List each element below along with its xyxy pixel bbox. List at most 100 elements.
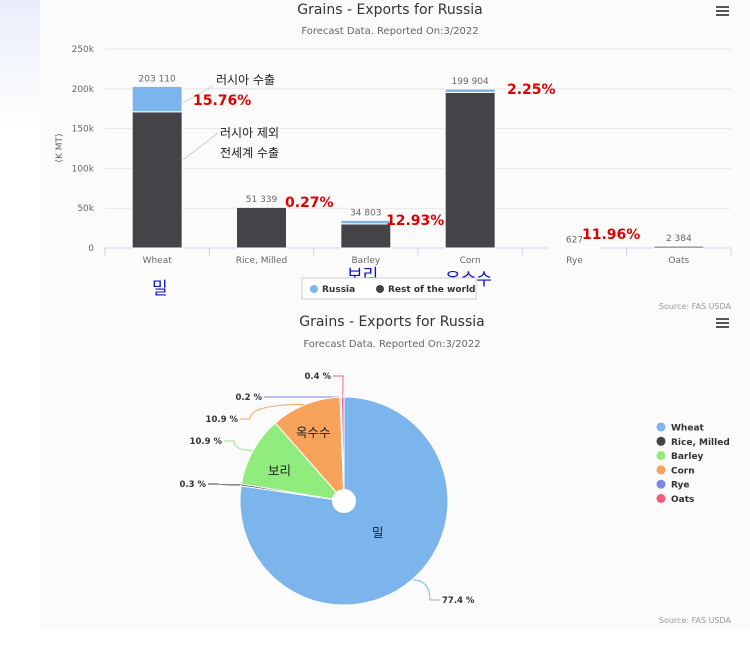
pie-legend-item-0[interactable]: Wheat [656,422,705,434]
annotation-line-russia [182,85,214,104]
legend-label-rest: Rest of the world [388,285,475,295]
bar-x-label: Rice, Milled [236,256,287,266]
pie-slice-2[interactable] [240,422,346,502]
pie-inner-corn: 옥수수 [296,425,331,440]
pie-menu-icon[interactable] [716,318,729,328]
pie-label-0: 77.4 % [442,596,475,606]
pie-legend-label: Rice, Milled [671,438,730,448]
bar-chart-subtitle: Forecast Data. Reported On:3/2022 [301,26,478,37]
pie-legend-label: Rye [671,481,690,491]
pie-connector-5 [333,375,344,398]
bar-total-label: 627 [566,236,583,246]
pie [239,396,449,606]
annotation-russia-export: 러시아 수출 [216,73,275,87]
bar-source: Source: FAS USDA [659,302,732,311]
pie-label-2: 10.9 % [190,437,223,447]
pie-label-5: 0.4 % [304,372,331,382]
pie-slice-5[interactable] [340,396,345,502]
pie-source: Source: FAS USDA [659,616,732,625]
pie-legend-label: Barley [671,452,704,462]
bar-rest-1[interactable] [236,206,287,249]
pie-legend-swatch [656,465,666,475]
pie-legend-swatch [656,494,666,503]
pie-connector-2 [224,440,254,452]
background-strip [0,0,40,648]
bar-x-axis: Wheat Rice, Milled Barley Corn Rye Oats [143,256,690,266]
pie-legend-label: Corn [671,466,695,476]
korean-label-wheat: 밀 [152,279,168,299]
pct-rice: 0.27% [285,195,334,211]
bar-y-tick-label: 200k [72,85,95,95]
bars [131,85,705,249]
bar-x-label: Corn [460,256,481,266]
bar-total-label: 199 904 [452,77,489,87]
pie-legend-label: Wheat [671,424,705,434]
bar-total-label: 51 339 [246,195,278,205]
bar-menu-icon[interactable] [716,6,729,16]
bar-total-label: 34 803 [350,208,382,218]
bar-total-labels: 203 110 51 339 34 803 199 904 627 2 384 [139,74,692,245]
pie-inner-barley: 보리 [268,463,291,478]
bar-legend: Russia Rest of the world [301,277,477,300]
bar-y-axis: 0 50k 100k 150k 200k 250k [72,45,95,254]
pie-legend-item-1[interactable]: Rice, Milled [656,436,730,448]
pie-center-hole [332,489,356,513]
bottom-margin [0,630,750,648]
legend-item-russia[interactable]: Russia [310,285,355,295]
pie-legend-label: Oats [671,495,694,505]
annotation-line-rest [182,132,219,161]
pie-legend-swatch [656,436,666,446]
bar-y-tick-label: 0 [88,244,94,254]
pie-connector-1 [208,483,242,486]
legend-item-rest-of-world[interactable]: Rest of the world [376,285,475,295]
pie-legend-item-5[interactable]: Oats [656,494,695,505]
bar-y-axis-title: (K MT) [55,133,65,162]
pie-legend-item-4[interactable]: Rye [656,479,690,491]
annotation-rest-world-1: 러시아 제외 [220,126,279,140]
bar-total-label: 203 110 [139,74,176,84]
pct-rye: 11.96% [582,227,640,243]
annotation-rest-world-2: 전세계 수출 [220,146,279,160]
bar-y-tick-label: 50k [77,204,94,214]
bar-chart-title: Grains - Exports for Russia [297,2,483,18]
bar-y-tick-label: 100k [72,164,95,174]
pie-legend-swatch [656,451,666,461]
bar-y-tick-label: 150k [72,125,95,135]
pie-legend-item-3[interactable]: Corn [656,465,695,476]
pie-inner-wheat: 밀 [372,525,384,540]
bar-y-tick-label: 250k [72,45,95,55]
pct-barley: 12.93% [386,213,444,229]
pct-wheat: 15.76% [193,93,251,109]
pie-label-1: 0.3 % [179,480,206,490]
pie-connectors [208,375,440,601]
bar-rest-3[interactable] [444,91,496,249]
pie-label-3: 10.9 % [206,415,239,425]
pie-labels: 77.4 % 0.3 % 10.9 % 10.9 % 0.2 % 0.4 % [179,372,474,606]
bar-x-label: Wheat [143,256,173,266]
pie-slice-0[interactable] [239,396,449,606]
pie-label-4: 0.2 % [235,393,262,403]
pie-legend-swatch [656,422,666,432]
bar-russia-0[interactable] [131,85,183,113]
bar-x-label: Rye [566,256,583,266]
bar-x-label: Barley [351,256,380,266]
pie-chart-title: Grains - Exports for Russia [299,314,485,330]
pie-slice-3[interactable] [274,396,345,503]
bar-total-label: 2 384 [666,234,692,244]
bar-russia-2[interactable] [340,219,392,225]
legend-label-russia: Russia [322,285,355,295]
bar-legend-box [301,277,477,300]
pie-chart-subtitle: Forecast Data. Reported On:3/2022 [303,339,480,350]
bar-gridlines [104,48,732,256]
pie-connector-3 [240,403,306,420]
pie-legend-swatch [656,479,666,489]
pct-corn: 2.25% [507,82,556,98]
bar-rest-0[interactable] [131,111,183,249]
bar-russia-3[interactable] [444,88,496,93]
pie-legend: Wheat Rice, Milled Barley Corn Rye Oats [656,422,730,505]
pie-connector-0 [411,579,440,601]
bar-x-label: Oats [668,256,689,266]
bar-rest-2[interactable] [340,223,392,249]
pie-legend-item-2[interactable]: Barley [656,451,704,462]
